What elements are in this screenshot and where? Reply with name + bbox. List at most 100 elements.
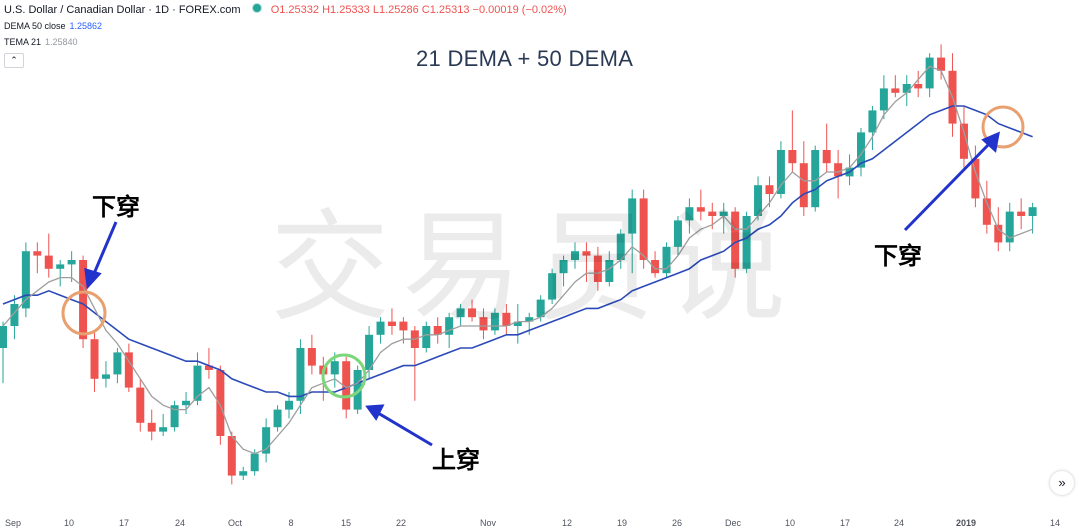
candle-body (124, 352, 133, 388)
candle (101, 361, 110, 388)
indicator-value: 1.25840 (45, 37, 78, 47)
tema-21-line (2, 65, 1033, 455)
chart-title: 21 DEMA + 50 DEMA (416, 46, 634, 71)
chevron-up-icon[interactable]: ⌃ (4, 53, 24, 68)
candle-body (571, 251, 579, 260)
candle (479, 308, 488, 340)
x-tick-label: 10 (64, 518, 74, 528)
candle (948, 53, 957, 137)
x-tick-label: 24 (894, 518, 904, 528)
candle-body (67, 260, 76, 265)
candle-body (490, 312, 499, 331)
candle-body (33, 251, 42, 256)
candle-body (971, 158, 980, 199)
indicator-tema21[interactable]: TEMA 21 1.25840 (4, 37, 78, 47)
symbol-title[interactable]: U.S. Dollar / Canadian Dollar · 1D · FOR… (4, 4, 241, 16)
candle (593, 246, 602, 291)
candle-body (1017, 211, 1026, 216)
candle (10, 295, 19, 340)
candle (925, 53, 934, 98)
candle-body (216, 370, 225, 436)
candle-body (765, 185, 774, 194)
candle-body (10, 304, 19, 326)
candle (387, 308, 396, 335)
candle-body (44, 255, 53, 269)
watermark: 交易员说 (270, 199, 798, 338)
candle (513, 304, 522, 344)
candle-body (101, 374, 110, 379)
candle-body (994, 224, 1003, 243)
candle-body (239, 471, 248, 476)
candle (914, 70, 923, 98)
candle-body (159, 427, 168, 432)
candle-body (1028, 207, 1037, 216)
candle-body (662, 246, 671, 274)
scroll-to-realtime-button[interactable]: » (1050, 471, 1074, 495)
candle (21, 242, 30, 318)
candle-body (525, 317, 534, 322)
candle (868, 106, 877, 150)
x-tick-label: 17 (119, 518, 129, 528)
candle (33, 242, 42, 274)
candle (857, 128, 865, 177)
candle-body (776, 150, 785, 194)
candle (502, 304, 511, 335)
indicator-value: 1.25862 (69, 21, 103, 31)
candle (891, 75, 900, 98)
candle-body (502, 312, 511, 326)
x-tick-label: Nov (480, 518, 497, 528)
candle-body (822, 150, 831, 164)
candle-body (811, 150, 820, 208)
candle-body (914, 84, 923, 89)
candle-body (673, 220, 682, 247)
candle-body (513, 321, 522, 326)
candle (124, 343, 133, 392)
x-tick-label: 26 (672, 518, 682, 528)
candle-body (456, 308, 465, 318)
candle-body (170, 405, 179, 428)
x-tick-label: 17 (840, 518, 850, 528)
indicator-dema50[interactable]: DEMA 50 close 1.25862 (4, 21, 102, 31)
candle (616, 229, 625, 269)
candle-body (925, 57, 934, 89)
indicator-label: DEMA 50 close (4, 21, 66, 31)
candle-body (182, 400, 191, 406)
candle-body (685, 207, 694, 221)
candle-body (387, 321, 396, 326)
candle (159, 414, 168, 436)
candle-body (307, 348, 316, 366)
candle (673, 216, 682, 256)
candle-body (365, 334, 374, 370)
candle (1017, 198, 1026, 230)
candle-body (628, 198, 637, 234)
candle-body (959, 123, 968, 159)
candle-body (982, 198, 991, 225)
candle (788, 110, 797, 172)
candle-body (708, 211, 717, 216)
candle (0, 321, 7, 384)
candle (696, 189, 705, 221)
chart-header: U.S. Dollar / Canadian Dollar · 1D · FOR… (4, 3, 567, 16)
candle-body (422, 326, 431, 348)
cross-up-circle (321, 353, 367, 399)
candle-body (696, 207, 705, 212)
candle-body (799, 163, 808, 208)
candle-body (193, 365, 202, 401)
x-tick-label: Oct (228, 518, 243, 528)
candle-body (273, 409, 282, 428)
candle-body (445, 317, 454, 335)
candle-body (399, 321, 408, 331)
candle-body (616, 233, 625, 260)
candle-body (754, 185, 763, 216)
candle-body (605, 260, 614, 282)
candle (628, 189, 637, 274)
candle-body (56, 264, 65, 269)
candle-body (21, 251, 30, 309)
candle-body (879, 88, 888, 111)
x-tick-label: 2019 (956, 518, 976, 528)
candle (44, 233, 53, 278)
candle (136, 378, 145, 432)
candle-body (593, 255, 602, 282)
x-axis-labels: Sep 10 17 24 Oct 8 15 22 Nov 12 19 26 Dec 10 17 24 2019 1… (5, 518, 1060, 528)
